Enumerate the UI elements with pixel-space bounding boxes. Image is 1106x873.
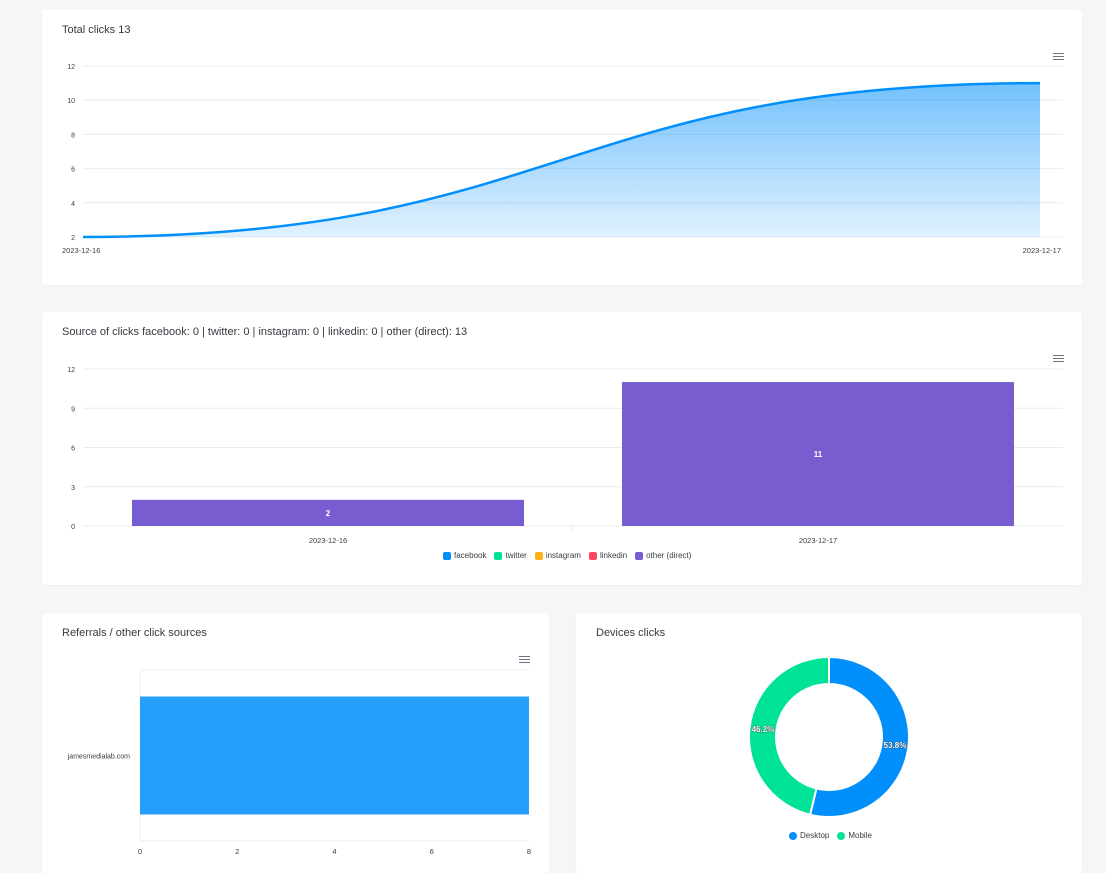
y-tick-label: 12 [67,64,75,71]
y-tick-label: 8 [71,132,75,139]
source-clicks-title: Source of clicks facebook: 0 | twitter: … [62,326,468,338]
source-clicks-chart: 12 9 6 3 0 2 11 2023-12-16 2023-12-17 [67,367,1063,545]
donut-slice-desktop[interactable] [808,655,910,818]
total-clicks-card: Total clicks 13 12 10 8 6 4 2 2023-12-16 2023-… [42,10,1082,285]
y-tick-label: 6 [71,446,75,453]
y-tick-label: 6 [71,167,75,174]
x-tick-label: 2023-12-17 [1023,246,1061,255]
legend-twitter-label: twitter [505,551,527,560]
x-tick-label: 4 [332,847,336,856]
legend-facebook-swatch [443,551,451,560]
legend-linkedin[interactable]: linkedin [588,551,628,560]
total-clicks-title: Total clicks 13 [62,24,131,36]
x-tick-label: 6 [430,847,434,856]
x-tick-label: 2023-12-16 [62,246,100,255]
chart-menu-icon[interactable] [1053,53,1064,61]
referral-bar[interactable] [140,696,529,815]
legend-desktop-label: Desktop [800,831,830,840]
source-legend: facebook twitter instagram linkedin othe… [443,551,691,560]
devices-title: Devices clicks [596,627,666,639]
legend-facebook-label: facebook [454,551,487,560]
legend-instagram[interactable]: instagram [534,551,581,560]
y-tick-label: 12 [67,367,75,374]
legend-twitter[interactable]: twitter [494,551,527,560]
x-tick-label: 8 [527,847,531,856]
legend-facebook[interactable]: facebook [443,551,486,560]
y-category-label: jamesmedialab.com [67,754,130,761]
y-tick-label: 10 [67,98,75,105]
chart-menu-icon[interactable] [1053,355,1064,363]
legend-other[interactable]: other (direct) [635,551,691,560]
legend-mobile-dot [837,831,846,840]
legend-desktop[interactable]: Desktop [789,831,829,840]
source-clicks-card: Source of clicks facebook: 0 | twitter: … [42,312,1082,585]
y-tick-label: 2 [71,235,75,242]
donut-data-label: 46.2% [752,725,775,734]
devices-chart: 53.8% 46.2% [748,655,910,818]
legend-other-swatch [635,551,644,560]
y-tick-label: 3 [71,485,75,492]
legend-other-label: other (direct) [646,551,692,560]
chart-menu-icon[interactable] [519,656,530,664]
total-clicks-area [83,83,1040,237]
legend-instagram-label: instagram [545,551,581,560]
devices-card: Devices clicks 53.8% 46.2% Desktop Mobile [576,613,1082,873]
y-tick-label: 9 [71,406,75,413]
legend-linkedin-label: linkedin [599,551,628,560]
y-tick-label: 0 [71,524,75,531]
legend-mobile-label: Mobile [848,831,872,840]
bar-data-label: 2 [326,509,331,518]
donut-data-label: 53.8% [884,741,907,750]
legend-desktop-dot [789,831,797,840]
total-clicks-chart: 12 10 8 6 4 2 2023-12-16 2023-12-17 [62,64,1063,255]
legend-instagram-swatch [534,551,543,560]
bar-other-direct[interactable] [132,499,524,526]
referrals-chart: jamesmedialab.com 0 2 4 6 8 [67,669,531,856]
referrals-title: Referrals / other click sources [62,627,207,639]
x-tick-label: 0 [138,847,142,856]
legend-mobile[interactable]: Mobile [837,831,872,840]
bar-other-direct[interactable] [622,382,1014,526]
devices-legend: Desktop Mobile [789,831,872,840]
bar-data-label: 11 [814,450,823,459]
x-tick-label: 2 [235,847,239,856]
referrals-card: Referrals / other click sources jamesmed… [42,613,549,873]
y-tick-label: 4 [71,201,75,208]
donut-slice-mobile[interactable] [748,655,830,816]
total-clicks-line [82,81,1041,239]
legend-twitter-swatch [494,551,503,560]
legend-linkedin-swatch [588,551,597,560]
x-tick-label: 2023-12-16 [309,536,347,545]
x-tick-label: 2023-12-17 [799,536,837,545]
